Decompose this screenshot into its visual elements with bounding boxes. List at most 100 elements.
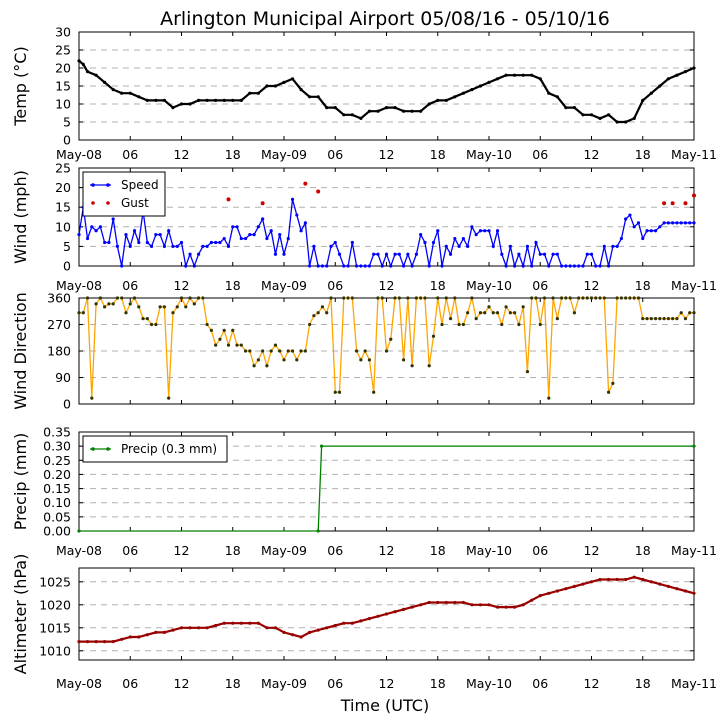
data-point xyxy=(196,98,201,102)
data-point xyxy=(572,106,577,110)
data-point xyxy=(470,296,474,300)
data-point xyxy=(585,252,589,256)
data-point xyxy=(325,264,329,268)
y-tick-label: 10 xyxy=(55,219,71,234)
data-point xyxy=(406,252,410,256)
data-point xyxy=(260,201,265,206)
data-point xyxy=(568,296,572,300)
data-point xyxy=(602,244,606,248)
data-point xyxy=(414,296,418,300)
x-tick-label: 12 xyxy=(174,147,190,162)
data-point xyxy=(393,610,397,614)
data-point xyxy=(393,252,397,256)
plot-frame xyxy=(78,297,695,405)
data-point xyxy=(299,349,303,353)
data-point xyxy=(209,328,213,332)
data-point xyxy=(77,640,81,644)
data-point xyxy=(624,120,628,124)
data-point xyxy=(500,252,504,256)
y-tick-label: 180 xyxy=(47,344,71,359)
data-point xyxy=(675,221,679,225)
data-point xyxy=(658,582,662,586)
data-point xyxy=(414,252,418,256)
data-point xyxy=(235,225,239,229)
data-point xyxy=(303,221,307,225)
data-point xyxy=(581,264,585,268)
data-point xyxy=(606,264,611,268)
data-point xyxy=(222,328,226,332)
data-point xyxy=(273,626,278,630)
data-point xyxy=(568,264,572,268)
data-point xyxy=(299,229,303,233)
data-point xyxy=(333,106,337,110)
data-point xyxy=(128,302,132,306)
x-tick-label: 12 xyxy=(584,543,600,558)
data-point xyxy=(342,264,346,268)
data-point xyxy=(491,244,495,248)
legend-marker xyxy=(106,447,110,451)
data-point xyxy=(350,621,354,625)
data-point xyxy=(312,244,316,248)
data-point xyxy=(192,302,196,306)
data-point xyxy=(308,630,312,635)
x-tick-label: 06 xyxy=(532,147,548,162)
data-point xyxy=(154,98,158,102)
data-point xyxy=(111,217,115,221)
data-point xyxy=(312,314,316,318)
x-tick-label: 18 xyxy=(430,278,446,293)
data-point xyxy=(538,322,542,327)
data-point xyxy=(666,77,670,81)
y-tick-label: 1020 xyxy=(39,597,71,612)
data-point xyxy=(179,240,184,245)
data-point xyxy=(521,603,525,607)
data-point xyxy=(132,296,137,300)
x-tick-label: May-10 xyxy=(466,543,512,558)
x-tick-label: May-11 xyxy=(671,278,717,293)
data-point xyxy=(542,252,547,256)
data-point xyxy=(256,621,260,625)
data-point xyxy=(162,305,167,309)
data-point xyxy=(175,305,179,309)
x-tick-label: 12 xyxy=(174,278,190,293)
data-point xyxy=(692,444,696,448)
y-axis-label: Temp (°C) xyxy=(11,46,30,126)
data-point xyxy=(393,106,397,110)
data-point xyxy=(179,626,184,630)
data-point xyxy=(688,221,692,225)
y-axis-label: Wind (mph) xyxy=(11,170,30,264)
data-point xyxy=(329,244,333,248)
data-point xyxy=(478,229,483,233)
y-tick-label: 20 xyxy=(55,180,71,195)
y-tick-label: 30 xyxy=(55,25,71,40)
data-point xyxy=(128,244,132,248)
data-point xyxy=(243,236,248,241)
data-point xyxy=(525,370,530,374)
data-point xyxy=(683,589,688,593)
data-point xyxy=(619,236,623,241)
data-point xyxy=(278,349,282,353)
data-point xyxy=(692,311,696,315)
data-point xyxy=(615,296,619,300)
data-point xyxy=(137,635,141,639)
chart-title: Arlington Municipal Airport 05/08/16 - 0… xyxy=(160,8,610,30)
data-point xyxy=(167,229,171,233)
data-point xyxy=(359,358,363,362)
data-point xyxy=(641,577,645,582)
data-point xyxy=(461,600,465,605)
data-point xyxy=(137,305,141,309)
data-point xyxy=(239,343,243,347)
data-point xyxy=(483,311,487,315)
x-tick-label: 06 xyxy=(532,278,548,293)
x-tick-label: 18 xyxy=(635,147,651,162)
legend-box xyxy=(82,171,166,217)
x-tick-label: 06 xyxy=(122,147,138,162)
data-point xyxy=(564,587,568,591)
x-tick-label: May-09 xyxy=(261,278,307,293)
data-point xyxy=(470,603,474,607)
data-point xyxy=(308,322,312,327)
data-point xyxy=(184,305,188,309)
data-point xyxy=(581,296,585,300)
data-point xyxy=(376,109,380,113)
x-tick-label: 18 xyxy=(635,278,651,293)
data-point xyxy=(538,594,542,598)
